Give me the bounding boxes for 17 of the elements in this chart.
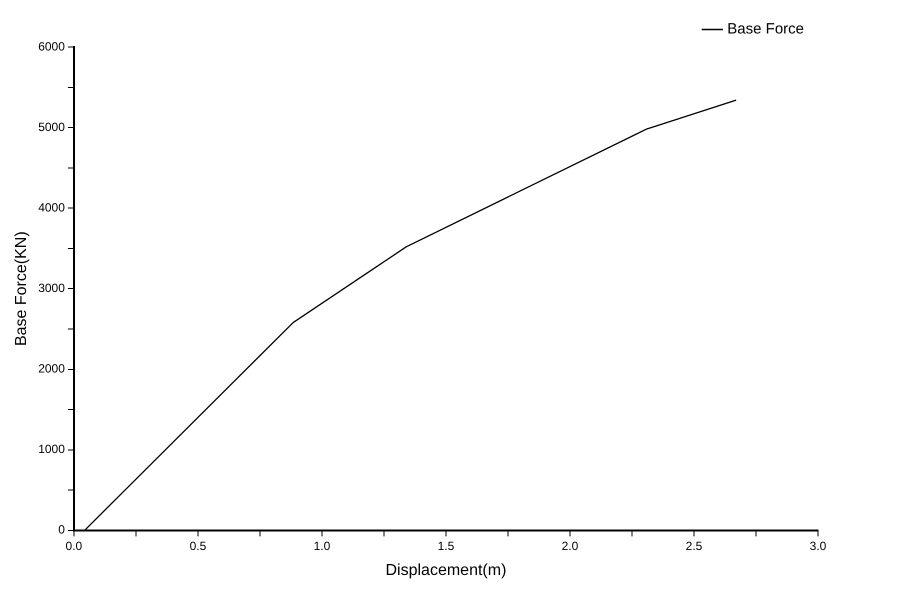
- x-axis-title: Displacement(m): [385, 562, 506, 579]
- legend-label: Base Force: [727, 20, 804, 38]
- y-tick-label: 3000: [38, 281, 66, 296]
- x-tick-label: 3.0: [810, 538, 827, 553]
- x-tick-label: 2.0: [562, 538, 579, 553]
- y-tick-label: 2000: [38, 362, 66, 376]
- y-tick-label: 4000: [38, 200, 66, 214]
- x-tick-label: 1.0: [314, 538, 331, 553]
- y-tick-label: 6000: [38, 39, 66, 54]
- x-tick-label: 1.5: [438, 538, 455, 553]
- x-tick-label: 2.5: [686, 538, 703, 553]
- y-axis-title: Base Force(KN): [13, 231, 30, 346]
- y-tick-label: 5000: [38, 120, 66, 134]
- x-tick-label: 0.5: [190, 538, 207, 553]
- y-tick-label: 1000: [38, 442, 66, 456]
- y-tick-label: 0: [58, 522, 66, 537]
- x-tick-label: 0.0: [66, 538, 83, 553]
